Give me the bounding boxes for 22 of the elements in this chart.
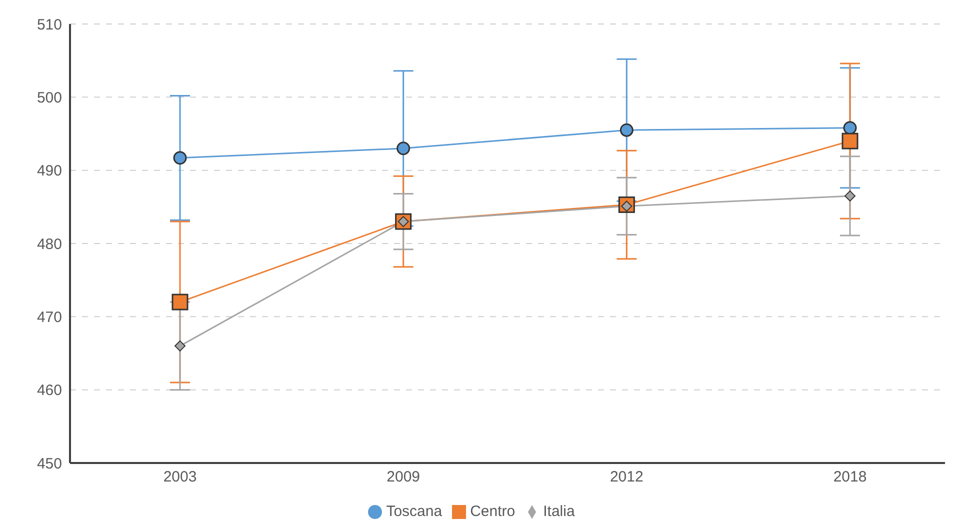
y-tick-label: 510 [36, 16, 62, 34]
legend-label: Toscana [386, 503, 442, 520]
y-tick-label: 500 [36, 89, 62, 106]
point [844, 190, 856, 202]
x-tick-label: 2009 [386, 468, 420, 486]
y-tick-label: 450 [36, 455, 62, 472]
point [174, 340, 186, 352]
point [842, 132, 858, 150]
point [173, 151, 187, 165]
y-tick-label: 460 [36, 382, 62, 400]
y-tick-label: 490 [36, 162, 62, 180]
point [843, 121, 857, 135]
y-tick-label: 480 [36, 236, 62, 253]
y-tick-label: 470 [36, 308, 62, 326]
point [396, 142, 410, 156]
x-tick-label: 2003 [163, 468, 197, 486]
x-tick-label: 2012 [610, 468, 644, 486]
point [620, 123, 634, 137]
legend-label: Italia [543, 503, 575, 520]
point [172, 294, 188, 310]
legend-label: Centro [470, 503, 516, 520]
x-tick-label: 2018 [833, 468, 867, 486]
